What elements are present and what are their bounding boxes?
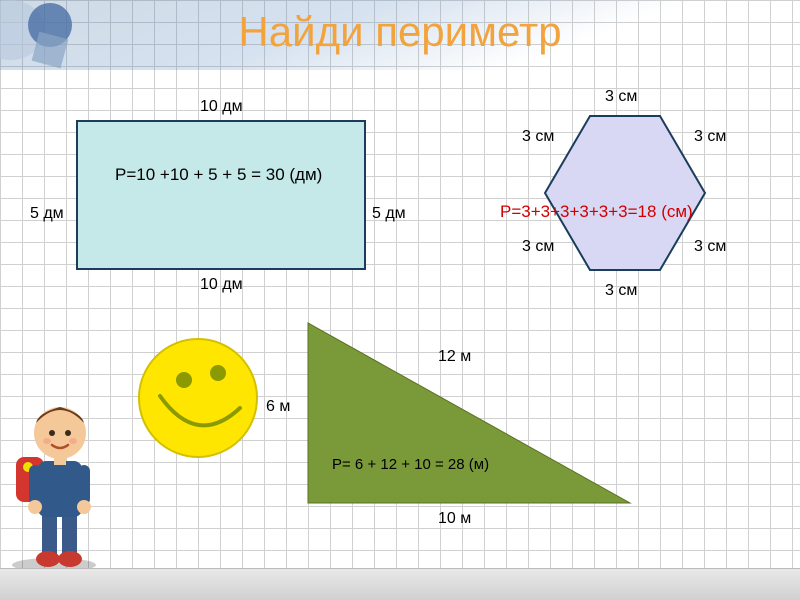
hex-label-1: 3 см — [605, 88, 637, 106]
rect-label-top: 10 дм — [200, 98, 243, 116]
hex-label-3: 3 см — [694, 238, 726, 256]
tri-label-b: 12 м — [438, 348, 471, 366]
smiley-eye-left — [176, 372, 192, 388]
hex-formula: P=3+3+3+3+3+3=18 (см) — [500, 202, 693, 222]
tri-formula: P= 6 + 12 + 10 = 28 (м) — [332, 456, 489, 473]
boy-character — [6, 395, 116, 580]
rect-label-bottom: 10 дм — [200, 276, 243, 294]
triangle-shape — [290, 315, 640, 515]
hexagon-shape — [535, 108, 715, 278]
rectangle-shape — [76, 120, 366, 270]
hex-label-6: 3 см — [522, 128, 554, 146]
footer-bar — [0, 568, 800, 600]
rect-label-left: 5 дм — [30, 205, 64, 223]
hex-label-4: 3 см — [605, 282, 637, 300]
hex-label-2: 3 см — [694, 128, 726, 146]
hex-label-5: 3 см — [522, 238, 554, 256]
smiley-mouth — [152, 388, 247, 448]
tri-label-c: 10 м — [438, 510, 471, 528]
smiley-eye-right — [210, 365, 226, 381]
rect-formula: P=10 +10 + 5 + 5 = 30 (дм) — [115, 165, 322, 185]
rect-label-right: 5 дм — [372, 205, 406, 223]
tri-label-a: 6 м — [266, 398, 290, 416]
diagram-stage: 10 дм 10 дм 5 дм 5 дм P=10 +10 + 5 + 5 =… — [0, 0, 800, 600]
